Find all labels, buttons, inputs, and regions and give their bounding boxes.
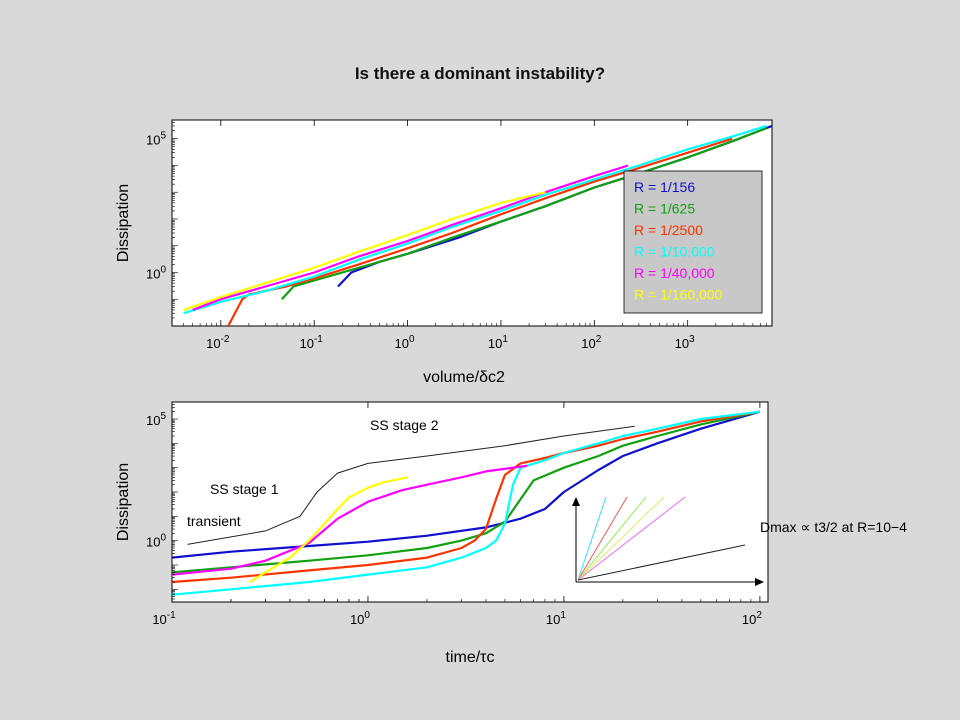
legend-item: R = 1/10,000 xyxy=(634,244,715,260)
top-series-line-5 xyxy=(192,164,629,311)
top-series-line-6 xyxy=(183,191,546,311)
bottom-series-line-3 xyxy=(172,410,761,584)
top-y-axis-label: Dissipation xyxy=(115,184,132,262)
x-tick-label: 10-1 xyxy=(152,610,176,627)
legend-box xyxy=(623,170,763,314)
bottom-series-line-6 xyxy=(249,476,409,583)
slide-title: Is there a dominant instability? xyxy=(354,64,606,83)
inset-fan-line xyxy=(577,496,686,581)
inset-fan-line xyxy=(577,496,647,581)
bottom-series-line-5 xyxy=(172,464,528,576)
legend: R = 1/156 R = 1/625 R = 1/2500 R = 1/10,000… xyxy=(623,170,763,314)
bottom-series-line-1 xyxy=(172,410,761,559)
inset-label: Dmax ∝ t3/2 at R=10−4 xyxy=(760,519,907,535)
legend-item: R = 1/40,000 xyxy=(634,265,715,281)
legend-item: R = 1/160,000 xyxy=(634,287,723,303)
guide-curve xyxy=(187,425,635,545)
legend-item: R = 1/156 xyxy=(634,179,695,195)
legend-item: R = 1/2500 xyxy=(634,222,703,238)
y-tick-label: 100 xyxy=(146,264,166,281)
inset-fan-line xyxy=(577,544,746,581)
bottom-series-line-4 xyxy=(172,410,761,596)
inset-fan-line xyxy=(577,496,607,581)
y-tick-label: 105 xyxy=(146,411,166,428)
bottom-x-axis-label: time/τc xyxy=(446,649,495,666)
y-tick-label: 100 xyxy=(146,533,166,550)
top-x-axis-label: volume/δc2 xyxy=(423,369,505,386)
x-tick-label: 100 xyxy=(350,610,370,627)
inset-schematic xyxy=(572,496,764,586)
x-tick-label: 101 xyxy=(546,610,566,627)
x-tick-label: 10-1 xyxy=(300,334,324,351)
x-tick-label: 10-2 xyxy=(206,334,230,351)
y-tick-label: 105 xyxy=(146,131,166,148)
bottom-series-line-2 xyxy=(172,410,761,574)
x-tick-label: 102 xyxy=(742,610,762,627)
inset-fan-line xyxy=(577,496,628,581)
x-tick-label: 103 xyxy=(675,334,695,351)
x-tick-label: 101 xyxy=(488,334,508,351)
top-axes: 10-2 10-1 100 101 102 103 100 105 Dissipation vol… xyxy=(115,119,773,386)
inset-fan-line xyxy=(577,496,665,581)
annotation-ss-stage-1: SS stage 1 xyxy=(210,481,279,497)
annotation-transient: transient xyxy=(187,513,241,529)
top-series-group xyxy=(183,124,772,326)
x-tick-label: 102 xyxy=(581,334,601,351)
bottom-series-group xyxy=(172,410,761,596)
top-series-line-2 xyxy=(280,127,767,300)
legend-item: R = 1/625 xyxy=(634,201,695,217)
bottom-axes: 10-1 100 101 102 100 105 Dissipation time/τc xyxy=(115,401,762,666)
bottom-y-axis-label: Dissipation xyxy=(115,463,132,541)
top-series-line-4 xyxy=(183,124,767,315)
annotation-ss-stage-2: SS stage 2 xyxy=(370,417,439,433)
inset-x-arrowhead xyxy=(755,578,764,586)
x-tick-label: 100 xyxy=(395,334,415,351)
inset-y-arrowhead xyxy=(572,497,580,506)
